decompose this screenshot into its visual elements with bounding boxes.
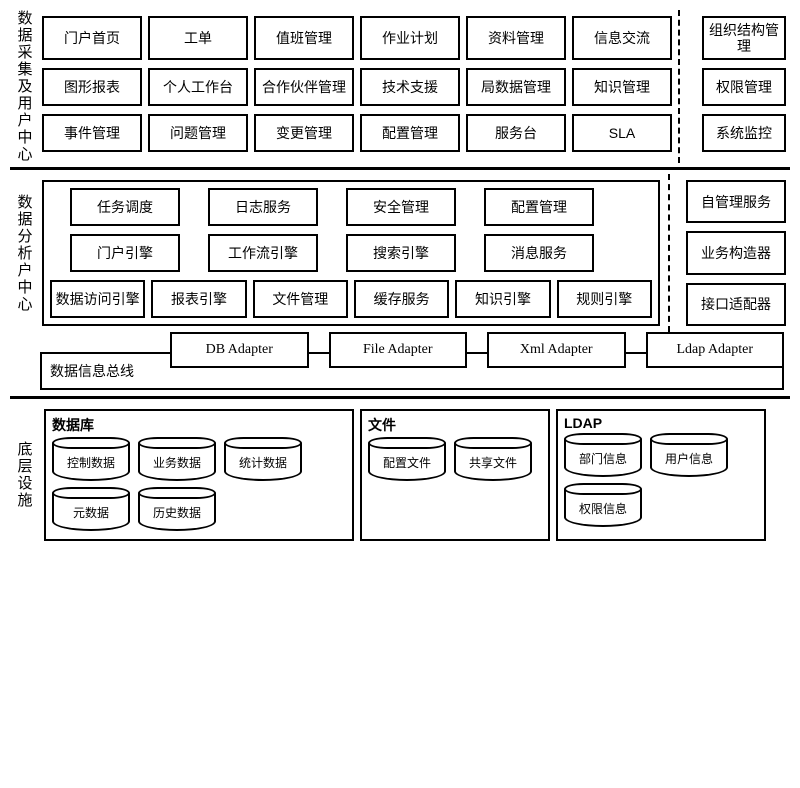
adapter-box: File Adapter [329, 332, 468, 368]
engine-box: 门户引擎 [70, 234, 180, 272]
layer1-row: 图形报表个人工作台合作伙伴管理技术支援局数据管理知识管理权限管理 [42, 68, 786, 106]
module-box: 事件管理 [42, 114, 142, 152]
module-box: 问题管理 [148, 114, 248, 152]
engine-box: 安全管理 [346, 188, 456, 226]
side-label-3: 底层设施 [10, 403, 38, 547]
module-box: 技术支援 [360, 68, 460, 106]
adapter-box: DB Adapter [170, 332, 309, 368]
adapter-box: Xml Adapter [487, 332, 626, 368]
engine-box: 任务调度 [70, 188, 180, 226]
rightcol-box: 业务构造器 [686, 231, 786, 274]
infra-group: 数据库控制数据业务数据统计数据元数据历史数据 [44, 409, 354, 541]
module-box: 知识管理 [572, 68, 672, 106]
rightcol-box: 自管理服务 [686, 180, 786, 223]
module-box: 值班管理 [254, 16, 354, 60]
engine-box: 工作流引擎 [208, 234, 318, 272]
module-box: 个人工作台 [148, 68, 248, 106]
engine-row: 门户引擎工作流引擎搜索引擎消息服务 [50, 234, 652, 272]
side-label-1: 数据采集及用户中心 [10, 10, 38, 163]
layer1-row: 事件管理问题管理变更管理配置管理服务台SLA 系统监控 [42, 114, 786, 152]
module-box: 变更管理 [254, 114, 354, 152]
side-label-2: 数据分析户中心 [10, 174, 38, 332]
divider-1 [10, 167, 790, 170]
vertical-dash-2 [668, 174, 670, 332]
cylinder-icon: 统计数据 [224, 437, 302, 481]
cylinder-icon: 共享文件 [454, 437, 532, 481]
cylinder-icon: 元数据 [52, 487, 130, 531]
layer2-body: 任务调度日志服务安全管理配置管理门户引擎工作流引擎搜索引擎消息服务数据访问引擎报… [38, 174, 790, 332]
layer-user-center: 数据采集及用户中心 门户首页工单值班管理作业计划资料管理信息交流组织结构管理图形… [10, 10, 790, 163]
module-box: 配置管理 [360, 114, 460, 152]
module-box: 服务台 [466, 114, 566, 152]
engine-box: 规则引擎 [557, 280, 652, 318]
module-box: 权限管理 [702, 68, 786, 106]
module-box: 局数据管理 [466, 68, 566, 106]
rightcol-box: 接口适配器 [686, 283, 786, 326]
module-box: 合作伙伴管理 [254, 68, 354, 106]
engine-box: 报表引擎 [151, 280, 246, 318]
adapters-container: DB Adapter File Adapter Xml Adapter Ldap Ad… [170, 332, 784, 368]
cylinder-icon: 控制数据 [52, 437, 130, 481]
infra-group-title: 文件 [368, 415, 542, 435]
module-box: 作业计划 [360, 16, 460, 60]
cylinder-icon: 业务数据 [138, 437, 216, 481]
cylinder-icon: 权限信息 [564, 483, 642, 527]
engine-row: 数据访问引擎报表引擎文件管理缓存服务知识引擎规则引擎 [50, 280, 652, 318]
cylinder-icon: 配置文件 [368, 437, 446, 481]
adapter-row: 数据信息总线 DB Adapter File Adapter Xml Adapter… [10, 332, 790, 392]
engine-box: 消息服务 [484, 234, 594, 272]
right-column: 自管理服务业务构造器接口适配器 [686, 180, 786, 326]
engine-box: 日志服务 [208, 188, 318, 226]
infra-body: 数据库控制数据业务数据统计数据元数据历史数据文件配置文件共享文件LDAP部门信息… [38, 403, 790, 547]
module-box: 图形报表 [42, 68, 142, 106]
infra-group-title: 数据库 [52, 415, 346, 435]
module-box: 组织结构管理 [702, 16, 786, 60]
engine-row: 任务调度日志服务安全管理配置管理 [50, 188, 652, 226]
cylinder-icon: 历史数据 [138, 487, 216, 531]
adapter-box: Ldap Adapter [646, 332, 785, 368]
engine-group: 任务调度日志服务安全管理配置管理门户引擎工作流引擎搜索引擎消息服务数据访问引擎报… [42, 180, 660, 326]
layer1-row: 门户首页工单值班管理作业计划资料管理信息交流组织结构管理 [42, 16, 786, 60]
engine-box: 缓存服务 [354, 280, 449, 318]
infra-group: 文件配置文件共享文件 [360, 409, 550, 541]
module-box: 门户首页 [42, 16, 142, 60]
layer1-body: 门户首页工单值班管理作业计划资料管理信息交流组织结构管理图形报表个人工作台合作伙… [38, 10, 790, 163]
engine-box: 搜索引擎 [346, 234, 456, 272]
infra-group: LDAP 部门信息用户信息权限信息 [556, 409, 766, 541]
module-box: 工单 [148, 16, 248, 60]
module-box: 资料管理 [466, 16, 566, 60]
module-box: 信息交流 [572, 16, 672, 60]
cylinder-area: 控制数据业务数据统计数据元数据历史数据 [52, 437, 346, 531]
engine-box: 数据访问引擎 [50, 280, 145, 318]
divider-2 [10, 396, 790, 399]
data-bus-label: 数据信息总线 [50, 361, 134, 381]
engine-box: 文件管理 [253, 280, 348, 318]
cylinder-area: 部门信息用户信息权限信息 [564, 433, 758, 527]
module-box: 系统监控 [702, 114, 786, 152]
layer-analysis-center: 数据分析户中心 任务调度日志服务安全管理配置管理门户引擎工作流引擎搜索引擎消息服… [10, 174, 790, 332]
module-box: SLA [572, 114, 672, 152]
engine-box: 配置管理 [484, 188, 594, 226]
cylinder-icon: 用户信息 [650, 433, 728, 477]
cylinder-area: 配置文件共享文件 [368, 437, 542, 481]
cylinder-icon: 部门信息 [564, 433, 642, 477]
layer-infra: 底层设施 数据库控制数据业务数据统计数据元数据历史数据文件配置文件共享文件LDA… [10, 403, 790, 547]
infra-group-title: LDAP [564, 415, 758, 431]
engine-box: 知识引擎 [455, 280, 550, 318]
